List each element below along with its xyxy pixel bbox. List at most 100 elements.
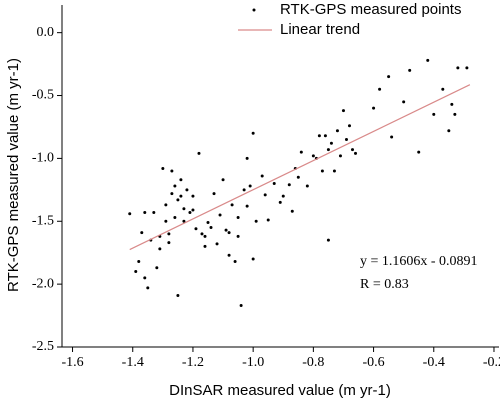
point [402, 100, 406, 104]
point [173, 215, 177, 219]
point [447, 129, 451, 133]
point [203, 244, 207, 248]
point [227, 253, 231, 257]
x-tick-label: -1.6 [61, 355, 83, 370]
point [278, 200, 282, 204]
point [456, 66, 460, 70]
point [182, 219, 186, 223]
point [347, 124, 351, 128]
point [203, 234, 207, 238]
point [453, 112, 457, 116]
point [441, 87, 445, 91]
point [143, 210, 147, 214]
point [191, 208, 195, 212]
x-tick-label: -0.2 [483, 355, 500, 370]
point [155, 266, 159, 270]
point [296, 175, 300, 179]
point [317, 134, 321, 138]
point [206, 221, 210, 225]
point [176, 198, 180, 202]
point [290, 209, 294, 213]
point [224, 228, 228, 232]
point [218, 213, 222, 217]
point [191, 194, 195, 198]
x-tick-label: -0.6 [362, 355, 384, 370]
point [161, 166, 165, 170]
x-axis-label: DInSAR measured value (m yr-1) [169, 382, 391, 399]
point [329, 141, 333, 145]
trend-line [129, 84, 471, 251]
legend-label: RTK-GPS measured points [280, 1, 461, 18]
point [248, 184, 252, 188]
point [260, 174, 264, 178]
point [236, 215, 240, 219]
point [167, 241, 171, 245]
point [215, 242, 219, 246]
point [182, 207, 186, 211]
point [263, 193, 267, 197]
point [140, 231, 144, 235]
x-tick-label: -0.4 [423, 355, 445, 370]
point [344, 138, 348, 142]
point [242, 188, 246, 192]
point [251, 257, 255, 261]
point [465, 66, 469, 70]
point [311, 154, 315, 158]
point [146, 286, 150, 290]
point [326, 238, 330, 242]
point [158, 247, 162, 251]
point [254, 219, 258, 223]
point [323, 134, 327, 138]
point [170, 169, 174, 173]
point [245, 204, 249, 208]
point [341, 109, 345, 113]
point [432, 112, 436, 116]
point [200, 232, 204, 236]
point [176, 293, 180, 297]
y-tick-label: -1.5 [32, 213, 54, 228]
legend-marker [252, 8, 256, 12]
point [299, 150, 303, 154]
point [408, 68, 412, 72]
point [332, 169, 336, 173]
point [230, 203, 234, 207]
point [164, 219, 168, 223]
point [173, 184, 177, 188]
point [164, 203, 168, 207]
point [326, 148, 330, 152]
x-tick-label: -1.4 [122, 355, 144, 370]
point [417, 150, 421, 154]
legend-label: Linear trend [280, 21, 360, 38]
x-tick-label: -0.8 [302, 355, 324, 370]
point [179, 194, 183, 198]
point [390, 135, 394, 139]
point [338, 154, 342, 158]
point [185, 188, 189, 192]
point [378, 87, 382, 91]
y-tick-label: 0.0 [37, 25, 55, 40]
point [266, 218, 270, 222]
point [372, 106, 376, 110]
point [251, 131, 255, 135]
point [272, 182, 276, 186]
point [233, 260, 237, 263]
point [236, 234, 240, 238]
y-tick-label: -2.5 [32, 339, 54, 354]
y-tick-label: -2.0 [32, 276, 54, 291]
point [194, 227, 198, 231]
point [128, 212, 132, 216]
point [179, 178, 183, 182]
point [354, 151, 358, 155]
point [188, 210, 192, 214]
point [281, 194, 285, 198]
point [450, 102, 454, 106]
point [209, 226, 213, 230]
x-tick-label: -1.0 [242, 355, 264, 370]
point [221, 178, 225, 182]
point [426, 58, 430, 62]
point [350, 148, 354, 152]
y-tick-label: -1.0 [32, 151, 54, 166]
point [143, 276, 147, 280]
point [387, 75, 391, 79]
